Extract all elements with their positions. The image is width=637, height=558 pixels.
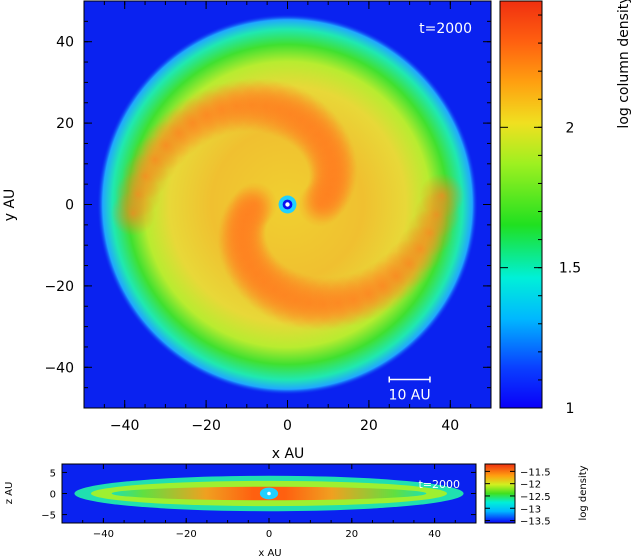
colorbar-gradient: [484, 463, 516, 524]
colorbar-tick-label: 1.5: [559, 261, 581, 277]
x-tick-label: 0: [283, 418, 292, 434]
edge-on-plot: −40 −20 0 20 40 −5 0 5 t=2000 x AU z AU: [4, 463, 477, 558]
time-annotation: t=2000: [419, 21, 472, 37]
y-tick-label: 0: [50, 490, 56, 501]
x-axis-label: x AU: [258, 548, 281, 558]
face-on-plot: −40 −20 0 20 40 −40 −20 0 20 40 t=2000 10 AU x A…: [2, 0, 492, 462]
colorbar-tick-label: −12: [520, 480, 541, 491]
x-tick-label: 40: [428, 529, 441, 540]
spiral-arm-blob: [110, 191, 156, 236]
spiral-arm-blob: [419, 173, 465, 218]
scale-bar-label: 10 AU: [389, 388, 431, 404]
x-tick-label: −40: [93, 529, 114, 540]
y-tick-label: −20: [44, 279, 74, 295]
y-axis-ticks: −40 −20 0 20 40: [44, 0, 491, 409]
y-tick-label: −5: [41, 511, 56, 522]
colorbar-tick-label: −13: [520, 504, 541, 515]
central-star: [267, 491, 271, 496]
colorbar-ticks: 11.52: [500, 14, 581, 417]
colorbar-tick-label: 2: [566, 120, 575, 136]
x-axis-ticks: −40 −20 0 20 40: [61, 464, 477, 540]
x-tick-label: 0: [266, 529, 272, 540]
x-tick-label: 20: [345, 529, 358, 540]
y-tick-label: 5: [50, 468, 56, 479]
y-axis-label: z AU: [4, 482, 15, 505]
x-axis-ticks: −40 −20 0 20 40: [83, 1, 492, 434]
x-tick-label: −40: [110, 418, 140, 434]
x-tick-label: 20: [360, 418, 378, 434]
colorbar-tick-label: 1: [566, 401, 575, 417]
colorbar-gradient: [499, 0, 543, 409]
y-tick-label: 0: [65, 198, 74, 214]
colorbar-label: log column density: [616, 0, 632, 129]
central-star: [285, 202, 290, 207]
y-axis-ticks: −5 0 5: [41, 468, 476, 522]
spiral-arms: [110, 77, 465, 332]
colorbar-ticks: −11.5 −12−12.5−13 −13.5: [485, 467, 551, 528]
x-axis-label: x AU: [272, 446, 305, 462]
y-tick-label: 20: [56, 116, 74, 132]
colorbar-tick-label: −11.5: [520, 467, 551, 478]
time-annotation: t=2000: [418, 478, 460, 491]
colorbar-label: log density: [578, 465, 589, 520]
colorbar-column-density: 11.52 log column density: [499, 0, 632, 417]
x-tick-label: 40: [441, 418, 459, 434]
y-tick-label: −40: [44, 360, 74, 376]
colorbar-tick-label: −12.5: [520, 492, 551, 503]
colorbar-tick-label: −13.5: [520, 517, 551, 528]
y-tick-label: 40: [56, 35, 74, 51]
x-tick-label: −20: [191, 418, 221, 434]
y-axis-label: y AU: [2, 189, 18, 222]
colorbar-density: −11.5 −12−12.5−13 −13.5 log density: [484, 463, 589, 528]
x-tick-label: −20: [176, 529, 197, 540]
